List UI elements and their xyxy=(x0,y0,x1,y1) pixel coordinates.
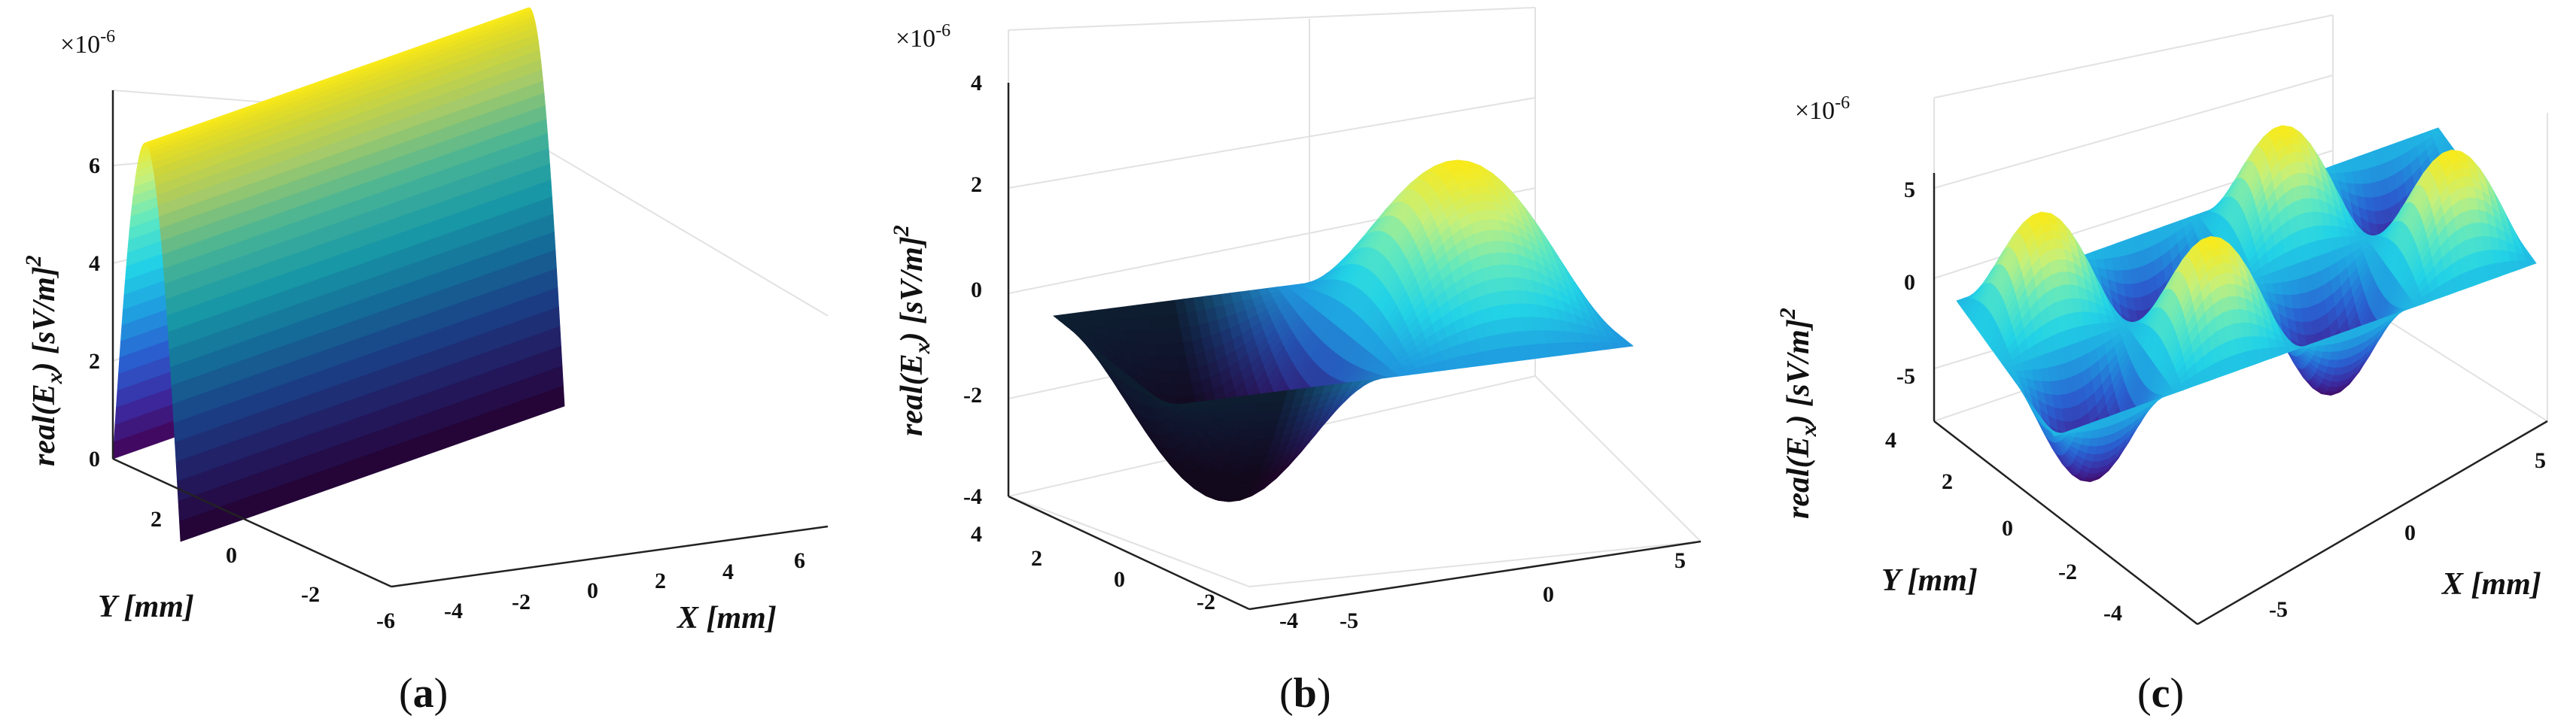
surface-a xyxy=(112,7,565,542)
surface-patch xyxy=(179,385,565,542)
z-axis-label-c: real(Ex) [sV/m]2 xyxy=(1775,308,1821,519)
x-tick: 6 xyxy=(794,548,805,573)
surface-plot-a: ×10-6 real(Ex) [sV/m]2 0 2 4 6 2 0 -2 Y … xyxy=(21,7,829,717)
z-tick: -2 xyxy=(963,383,982,408)
panel-label-a: (a) xyxy=(399,670,448,717)
panel-c: ×10-6 real(Ex) [sV/m]2 5 0 -5 4 2 0 -2 -… xyxy=(1716,0,2576,724)
surface-b xyxy=(1053,159,1634,502)
z-scale-label-a: ×10-6 xyxy=(60,27,115,59)
x-tick: -6 xyxy=(376,608,395,633)
z-scale-label-b: ×10-6 xyxy=(896,21,950,53)
y-tick: 4 xyxy=(1885,428,1896,453)
z-axis-label-a: real(Ex) [sV/m]2 xyxy=(21,255,67,466)
z-tick: 2 xyxy=(89,349,100,374)
y-tick: 2 xyxy=(1031,546,1042,571)
y-tick: 0 xyxy=(226,543,237,568)
y-tick: -2 xyxy=(301,582,320,607)
y-tick: -4 xyxy=(2103,601,2122,626)
y-tick: 2 xyxy=(1942,469,1953,494)
panel-a: ×10-6 real(Ex) [sV/m]2 0 2 4 6 2 0 -2 Y … xyxy=(0,0,858,724)
x-tick: 5 xyxy=(1674,548,1686,573)
surface-patch xyxy=(1620,343,1634,348)
x-tick: -4 xyxy=(444,599,463,623)
z-tick: 5 xyxy=(1904,177,1915,202)
y-tick: -2 xyxy=(1197,590,1215,614)
y-tick: 0 xyxy=(1114,567,1125,592)
y-tick: -4 xyxy=(1279,608,1298,633)
z-tick: 4 xyxy=(971,71,982,96)
y-tick: 4 xyxy=(971,522,982,547)
y-tick: 0 xyxy=(2002,516,2013,541)
panel-label-b: (b) xyxy=(1279,670,1331,717)
axes-c xyxy=(1933,173,2548,626)
z-tick: 6 xyxy=(89,153,100,178)
x-axis-label-a: X [mm] xyxy=(676,601,777,635)
z-tick: 0 xyxy=(89,447,100,472)
y-tick: 2 xyxy=(151,507,162,532)
z-tick: 2 xyxy=(971,172,982,197)
z-tick: 4 xyxy=(89,251,100,276)
surface-plot-b: ×10-6 real(Ex) [sV/m]2 4 2 0 -2 -4 4 2 0… xyxy=(889,7,1702,717)
axes-b xyxy=(1007,83,1702,611)
surface-patch xyxy=(2051,432,2063,437)
y-tick: -2 xyxy=(2058,560,2077,584)
axes-a xyxy=(111,90,829,588)
z-tick: -4 xyxy=(963,484,982,509)
y-axis-label-a: Y [mm] xyxy=(98,590,194,624)
z-axis-label-b: real(Ex) [sV/m]2 xyxy=(889,225,935,436)
z-tick: 0 xyxy=(971,278,982,302)
x-tick: 2 xyxy=(655,569,666,593)
x-tick: 0 xyxy=(1543,582,1554,607)
x-tick: 0 xyxy=(587,578,598,603)
panel-b: ×10-6 real(Ex) [sV/m]2 4 2 0 -2 -4 4 2 0… xyxy=(858,0,1716,724)
surface-c xyxy=(1956,125,2537,482)
x-tick: -5 xyxy=(1340,608,1358,633)
x-tick: 4 xyxy=(722,560,734,584)
z-tick: 0 xyxy=(1904,270,1915,295)
surface-plot-c: ×10-6 real(Ex) [sV/m]2 5 0 -5 4 2 0 -2 -… xyxy=(1775,14,2548,717)
x-tick: -2 xyxy=(512,590,531,614)
z-tick: -5 xyxy=(1896,364,1915,389)
z-scale-label-c: ×10-6 xyxy=(1795,93,1850,125)
